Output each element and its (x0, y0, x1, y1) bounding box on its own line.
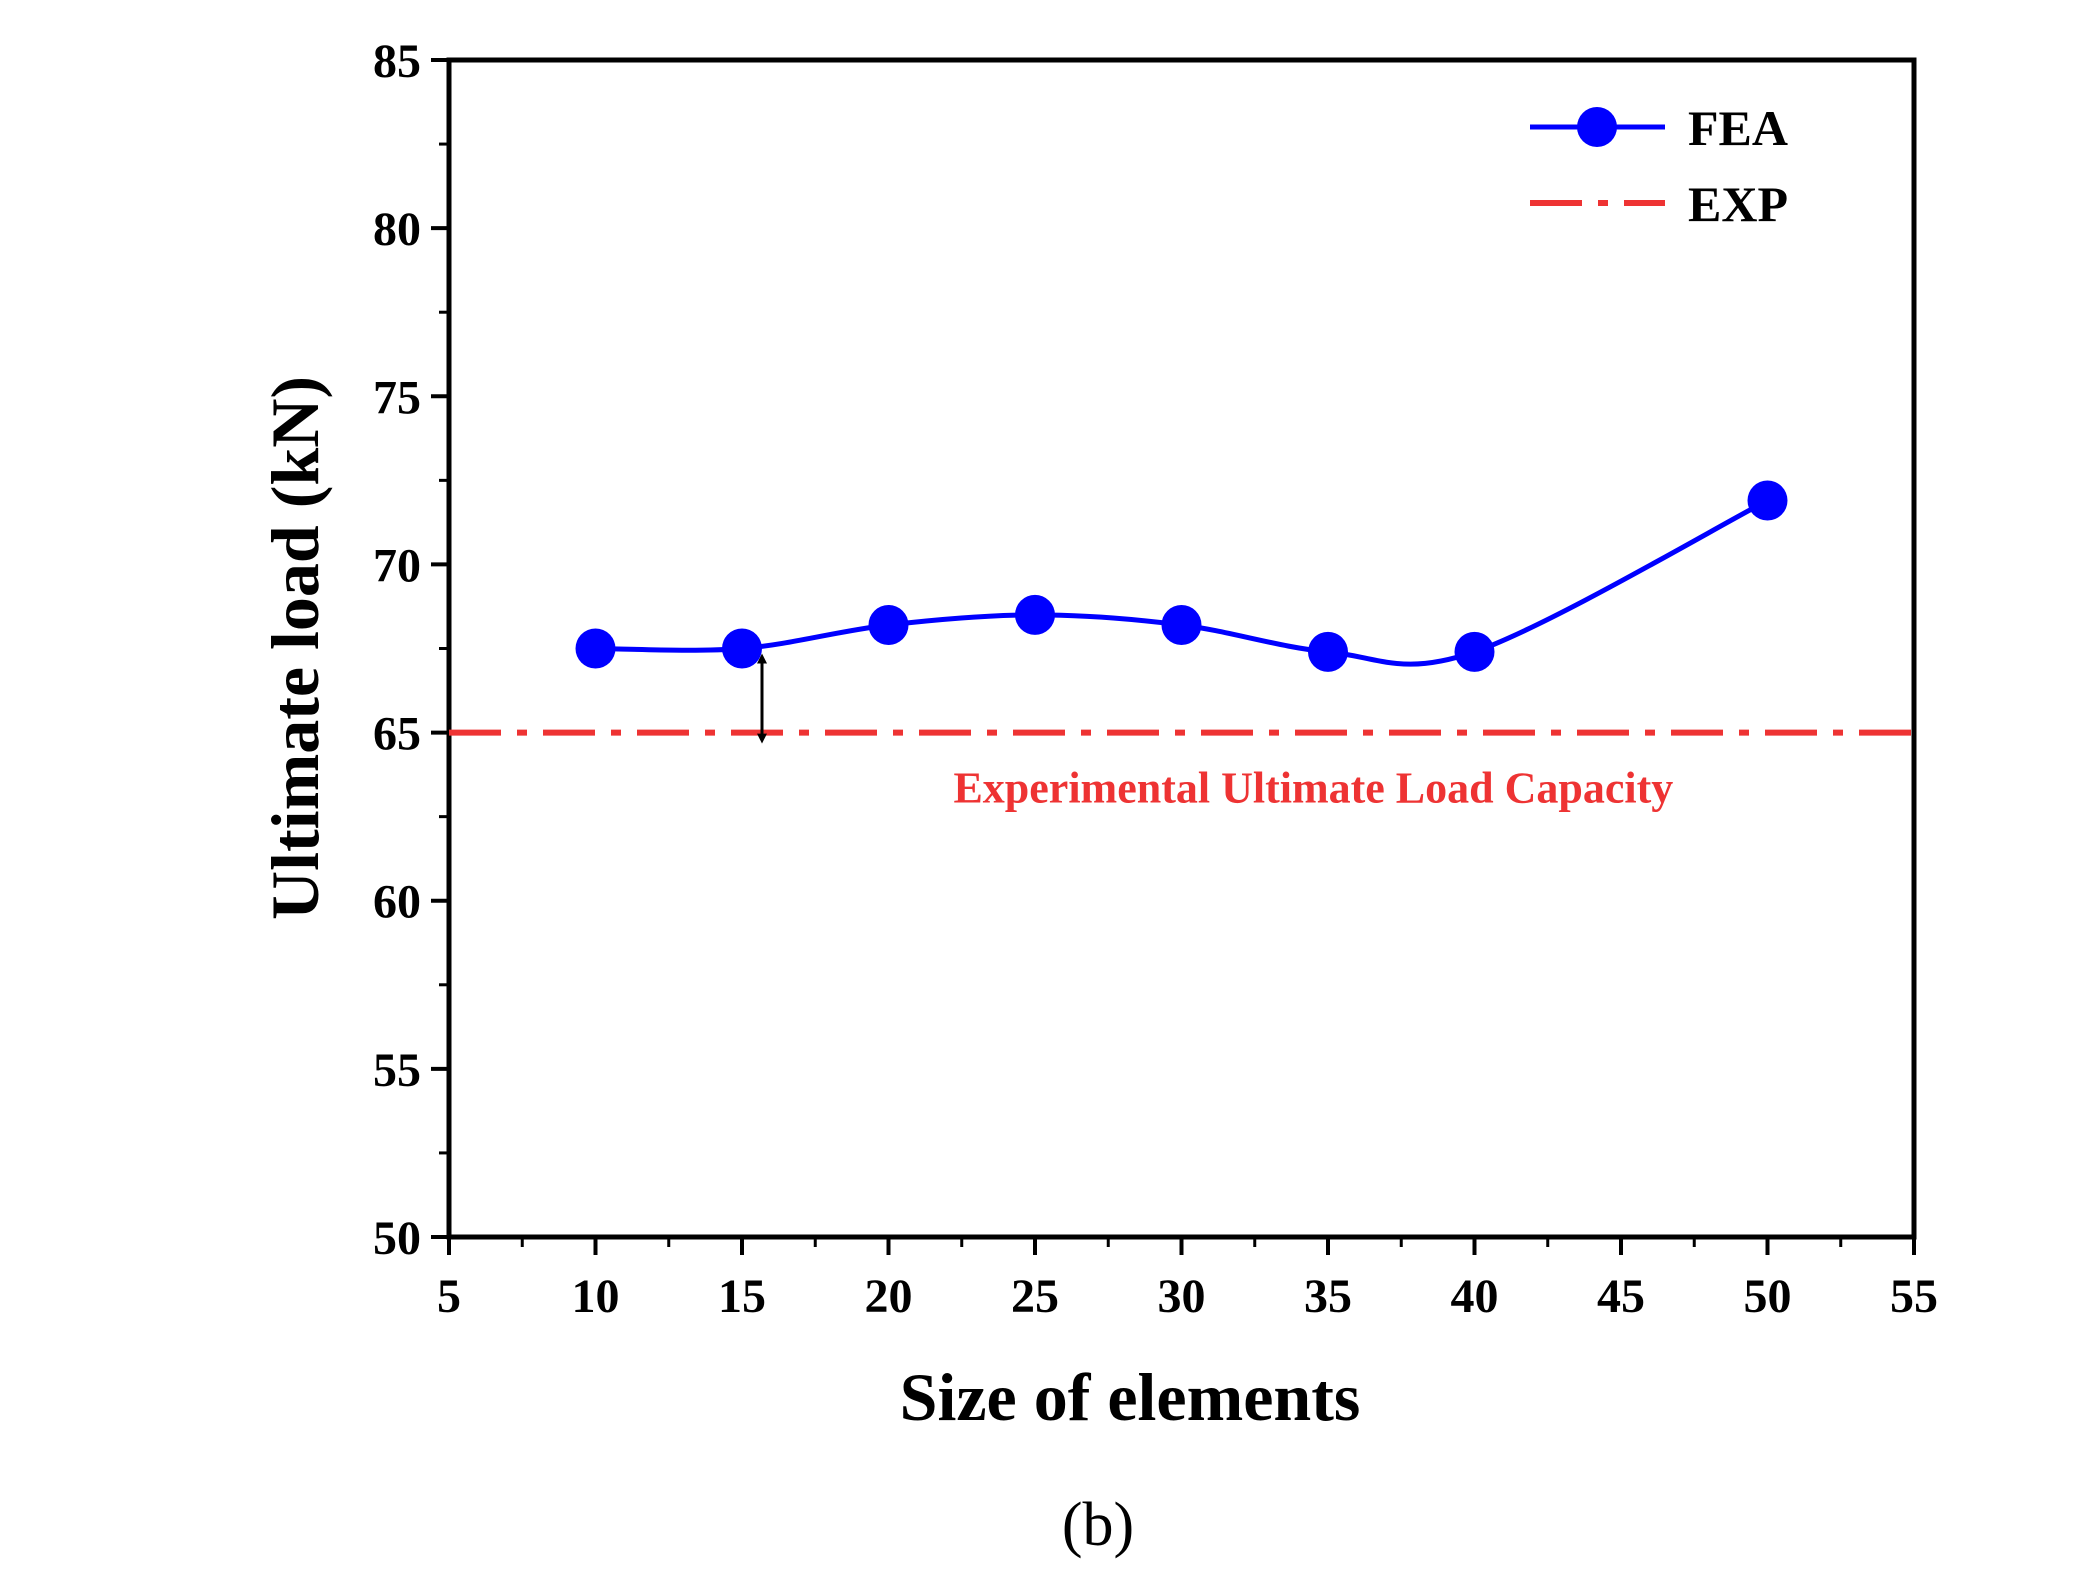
fea-data-point (1161, 604, 1202, 645)
x-tick-label: 15 (718, 1270, 766, 1323)
y-tick-label: 55 (373, 1044, 421, 1097)
x-tick-label: 45 (1597, 1270, 1645, 1323)
fea-data-point (1308, 631, 1348, 672)
fea-data-point (868, 604, 909, 645)
x-tick-label: 10 (572, 1270, 620, 1323)
y-axis-title: Ultimate load (kN) (257, 376, 333, 920)
fea-data-point (722, 628, 762, 669)
x-axis-ticks: 5 10 15 20 25 30 35 40 45 50 55 (437, 1237, 1938, 1323)
y-tick-label: 75 (373, 371, 421, 424)
y-tick-label: 65 (373, 708, 421, 761)
x-tick-label: 30 (1158, 1270, 1206, 1323)
y-tick-label: 50 (373, 1212, 421, 1265)
y-tick-label: 70 (373, 539, 421, 592)
x-tick-label: 55 (1890, 1270, 1938, 1323)
fea-data-point (575, 628, 616, 669)
experimental-capacity-annotation: Experimental Ultimate Load Capacity (953, 764, 1673, 813)
legend-fea-marker (1577, 107, 1617, 147)
x-tick-label: 5 (437, 1270, 461, 1323)
legend-fea-label: FEA (1688, 100, 1788, 156)
y-axis-ticks: 50 55 60 65 70 75 80 85 (373, 35, 449, 1265)
fea-series-points (575, 480, 1788, 672)
x-tick-label: 35 (1304, 1270, 1352, 1323)
x-tick-label: 20 (865, 1270, 913, 1323)
y-tick-label: 80 (373, 203, 421, 256)
fea-data-point (1454, 631, 1495, 672)
y-tick-label: 85 (373, 35, 421, 88)
legend-exp-label: EXP (1688, 176, 1788, 232)
x-tick-label: 40 (1451, 1270, 1499, 1323)
legend: FEA EXP (1530, 100, 1788, 232)
y-tick-label: 60 (373, 876, 421, 929)
x-tick-label: 50 (1744, 1270, 1792, 1323)
fea-series-line (595, 498, 1769, 667)
figure-caption: (b) (1062, 1491, 1134, 1559)
fea-data-point (1747, 480, 1788, 521)
x-tick-label: 25 (1011, 1270, 1059, 1323)
fea-data-point (1015, 594, 1055, 635)
x-axis-title: Size of elements (900, 1359, 1361, 1435)
